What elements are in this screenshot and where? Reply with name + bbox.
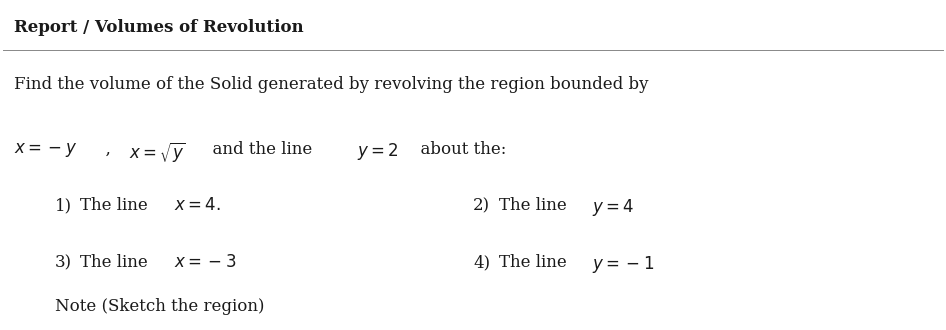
Text: 4): 4) <box>473 254 490 271</box>
Text: $x = 4.$: $x = 4.$ <box>174 197 220 215</box>
Text: $x = \sqrt{y}$: $x = \sqrt{y}$ <box>129 141 185 165</box>
Text: Report / Volumes of Revolution: Report / Volumes of Revolution <box>14 19 304 36</box>
Text: $y = -1$: $y = -1$ <box>592 254 655 275</box>
Text: $x = -y$: $x = -y$ <box>14 141 78 159</box>
Text: ,: , <box>95 141 121 158</box>
Text: 3): 3) <box>55 254 72 271</box>
Text: The line: The line <box>80 197 153 215</box>
Text: $y = 4$: $y = 4$ <box>592 197 635 218</box>
Text: Note (Sketch the region): Note (Sketch the region) <box>55 298 264 315</box>
Text: The line: The line <box>499 254 571 271</box>
Text: The line: The line <box>80 254 153 271</box>
Text: $y = 2$: $y = 2$ <box>357 141 398 162</box>
Text: $x = -3$: $x = -3$ <box>174 254 236 271</box>
Text: The line: The line <box>499 197 571 215</box>
Text: and the line: and the line <box>202 141 323 158</box>
Text: 1): 1) <box>55 197 72 215</box>
Text: Find the volume of the Solid generated by revolving the region bounded by: Find the volume of the Solid generated b… <box>14 76 649 93</box>
Text: about the:: about the: <box>411 141 507 158</box>
Text: 2): 2) <box>473 197 490 215</box>
